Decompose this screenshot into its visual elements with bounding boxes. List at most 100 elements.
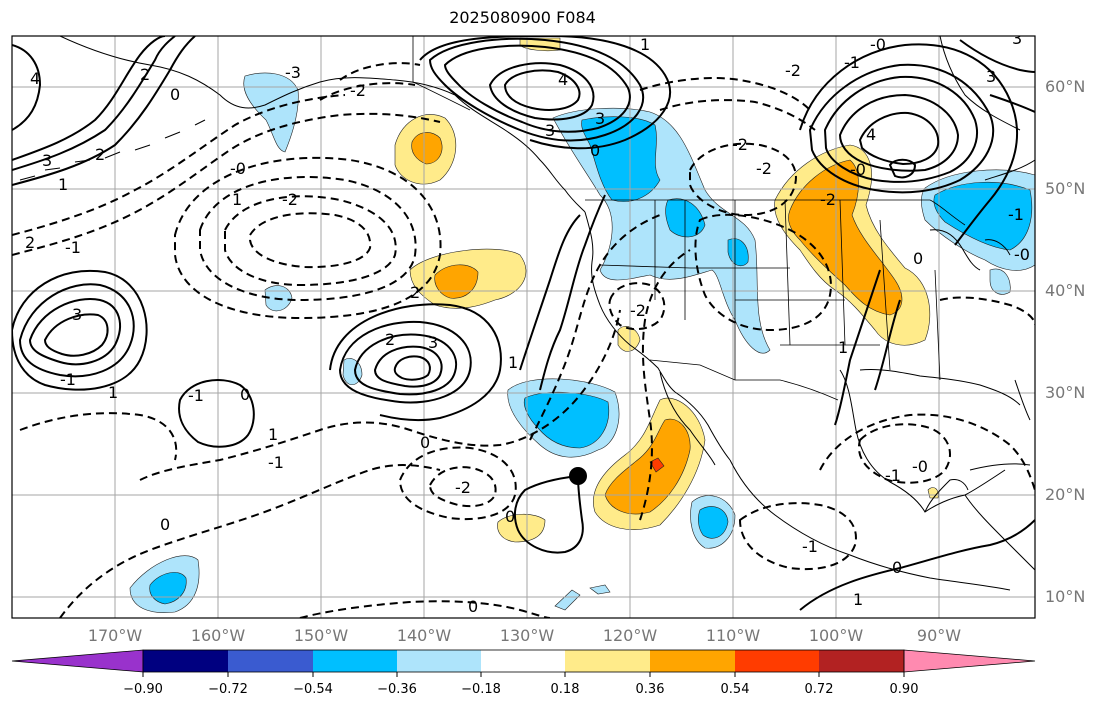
political-borders — [412, 36, 966, 401]
coast-gulf-of-mexico — [839, 369, 1021, 513]
shade-strong-negative-offshore-baja — [523, 391, 610, 449]
contour-label: 3 — [986, 67, 996, 86]
contour-label: -2 — [350, 81, 366, 100]
contour-label: -0 — [870, 35, 886, 54]
contour-solid-ne-ring2 — [823, 75, 978, 183]
contour-label: 0 — [913, 249, 923, 268]
colorbar-segment — [313, 650, 397, 672]
contour-solid-subtrop-loop — [513, 475, 584, 554]
colorbar-tick-label: 0.54 — [720, 682, 750, 697]
coast-panhandle — [454, 94, 586, 213]
colorbar-segment — [143, 650, 228, 672]
contour-label: 4 — [866, 125, 876, 144]
contour-label: -2 — [732, 135, 748, 154]
contour-solid-ne-outer — [799, 43, 1018, 246]
contour-label: 2 — [385, 330, 395, 349]
contour-label: 0 — [240, 385, 250, 404]
contour-dashed-nepac-4 — [249, 212, 372, 269]
contour-dashed-far-east — [939, 296, 1035, 326]
lat-label: 50°N — [1045, 179, 1086, 198]
contour-label: -2 — [455, 478, 471, 497]
contour-label: -1 — [844, 53, 860, 72]
colorbar-segment — [650, 650, 735, 672]
black-dot-marker — [569, 467, 587, 485]
contour-solid-high-ring3 — [373, 345, 443, 388]
contour-label: -2 — [820, 190, 836, 209]
colorbar-tick-label: −0.54 — [293, 682, 333, 697]
contour-label: 3 — [42, 151, 52, 170]
contour-label: 0 — [160, 515, 170, 534]
coast-baja — [659, 371, 731, 466]
contour-label: -0 — [230, 159, 246, 178]
lat-label: 40°N — [1045, 281, 1086, 300]
contour-solid-ne-ring1 — [808, 63, 995, 194]
contour-label: 4 — [30, 69, 40, 88]
contour-dashed-ak-south — [319, 62, 421, 101]
contour-solid-plains — [834, 269, 901, 426]
colorbar-outline — [142, 649, 905, 673]
coast-canada-east — [939, 36, 1035, 181]
coast-aleutians — [19, 119, 206, 181]
contour-solid-hawaii-loop — [178, 379, 255, 448]
lon-label: 140°W — [396, 626, 452, 645]
contour-label: 0 — [170, 85, 180, 104]
shading-layer — [129, 37, 1035, 613]
contour-solid-ne-small — [888, 158, 917, 179]
contour-dashed-nepac-3 — [174, 156, 442, 320]
contour-label: 0 — [420, 433, 430, 452]
colorbar — [11, 649, 1036, 677]
shade-moderate-positive-plains — [788, 159, 903, 316]
contour-label: 0 — [892, 558, 902, 577]
contour-solid-gulf — [799, 519, 1035, 611]
contour-solid-far-ne — [959, 39, 1035, 113]
contour-label: -1 — [188, 386, 204, 405]
contour-solid-w-ring4 — [12, 269, 148, 391]
contour-solid-high-ring4 — [393, 355, 431, 381]
border-state-lines — [599, 199, 941, 381]
lon-label: 130°W — [499, 626, 555, 645]
contour-label: 4 — [558, 70, 568, 89]
contour-label: 2 — [410, 283, 420, 302]
contour-dashed-gulf-wide — [819, 413, 1035, 491]
contour-label: 3 — [545, 121, 555, 140]
contour-label: -2 — [756, 159, 772, 178]
contour-dashed-nepac-2 — [199, 176, 417, 302]
contour-dashed-west-subtrop — [19, 412, 178, 461]
contour-label: 1 — [268, 425, 278, 444]
coast-west-us — [584, 211, 676, 393]
colorbar-segment — [397, 650, 481, 672]
shade-positive-subtropic-small — [497, 513, 546, 543]
lon-label: 120°W — [602, 626, 658, 645]
contour-solid-ak-ring4 — [503, 69, 581, 111]
colorbar-extend-max — [903, 649, 1036, 673]
contour-label: -0 — [912, 457, 928, 476]
contour-solid-ak-ring2 — [443, 44, 631, 133]
contour-label-layer: 4 3 2 1 0 -2 -3 2 3 -1 3 2 2 -0 1 -2 -1 … — [25, 29, 1030, 616]
shade-moderate-positive-baja — [604, 418, 691, 515]
lon-label: 100°W — [808, 626, 864, 645]
contour-solid-nw-corner — [12, 44, 42, 131]
colorbar-ticks — [142, 672, 905, 677]
contour-label: -0 — [850, 160, 866, 179]
contour-solid-ne-ring4 — [858, 111, 940, 166]
map-title: 2025080900 F084 — [449, 8, 596, 27]
contour-label: -2 — [785, 61, 801, 80]
colorbar-tick-label: 0.18 — [550, 682, 580, 697]
colorbar-tick-label: −0.36 — [377, 682, 417, 697]
shade-positive-mexico-small — [617, 326, 641, 352]
contour-label: 3 — [72, 305, 82, 324]
contour-label: -1 — [802, 537, 818, 556]
contour-label: -1 — [268, 453, 284, 472]
contour-label: 2 — [140, 65, 150, 84]
contour-label: 3 — [1012, 29, 1022, 48]
contour-solid-nw-bands — [12, 36, 196, 186]
shade-strong-negative-mexico-coast — [698, 506, 729, 539]
coast-great-lakes — [929, 229, 1011, 271]
contour-solid-ne-ring3 — [838, 93, 960, 172]
solid-contours — [12, 36, 1035, 611]
contour-label: 0 — [590, 141, 600, 160]
contour-solid-ak-outer — [419, 36, 671, 150]
contour-solid-high-tail — [329, 303, 502, 422]
colorbar-segment — [735, 650, 819, 672]
contour-dashed-plains — [694, 213, 832, 332]
